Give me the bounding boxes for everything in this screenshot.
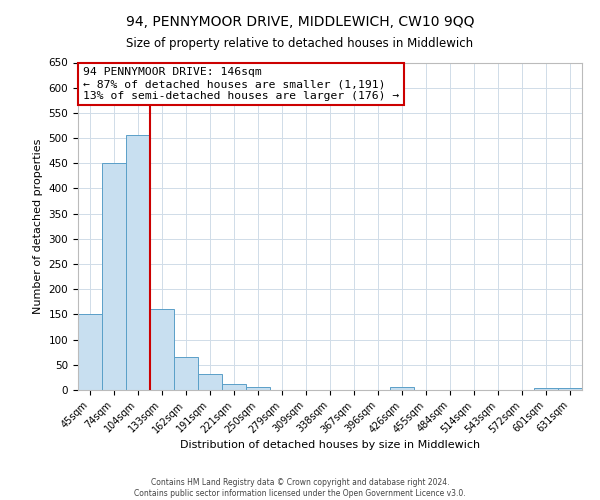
Bar <box>174 357 198 390</box>
Text: 94 PENNYMOOR DRIVE: 146sqm
← 87% of detached houses are smaller (1,191)
13% of s: 94 PENNYMOOR DRIVE: 146sqm ← 87% of deta… <box>83 68 399 100</box>
Bar <box>390 388 414 390</box>
Bar <box>222 384 246 390</box>
Text: 94, PENNYMOOR DRIVE, MIDDLEWICH, CW10 9QQ: 94, PENNYMOOR DRIVE, MIDDLEWICH, CW10 9Q… <box>126 15 474 29</box>
X-axis label: Distribution of detached houses by size in Middlewich: Distribution of detached houses by size … <box>180 440 480 450</box>
Bar <box>534 388 558 390</box>
Bar <box>198 374 222 390</box>
Y-axis label: Number of detached properties: Number of detached properties <box>33 138 43 314</box>
Bar <box>102 164 126 390</box>
Text: Size of property relative to detached houses in Middlewich: Size of property relative to detached ho… <box>127 38 473 51</box>
Bar <box>246 388 270 390</box>
Bar <box>126 134 150 390</box>
Bar <box>150 310 174 390</box>
Text: Contains HM Land Registry data © Crown copyright and database right 2024.
Contai: Contains HM Land Registry data © Crown c… <box>134 478 466 498</box>
Bar <box>558 388 582 390</box>
Bar <box>78 314 102 390</box>
